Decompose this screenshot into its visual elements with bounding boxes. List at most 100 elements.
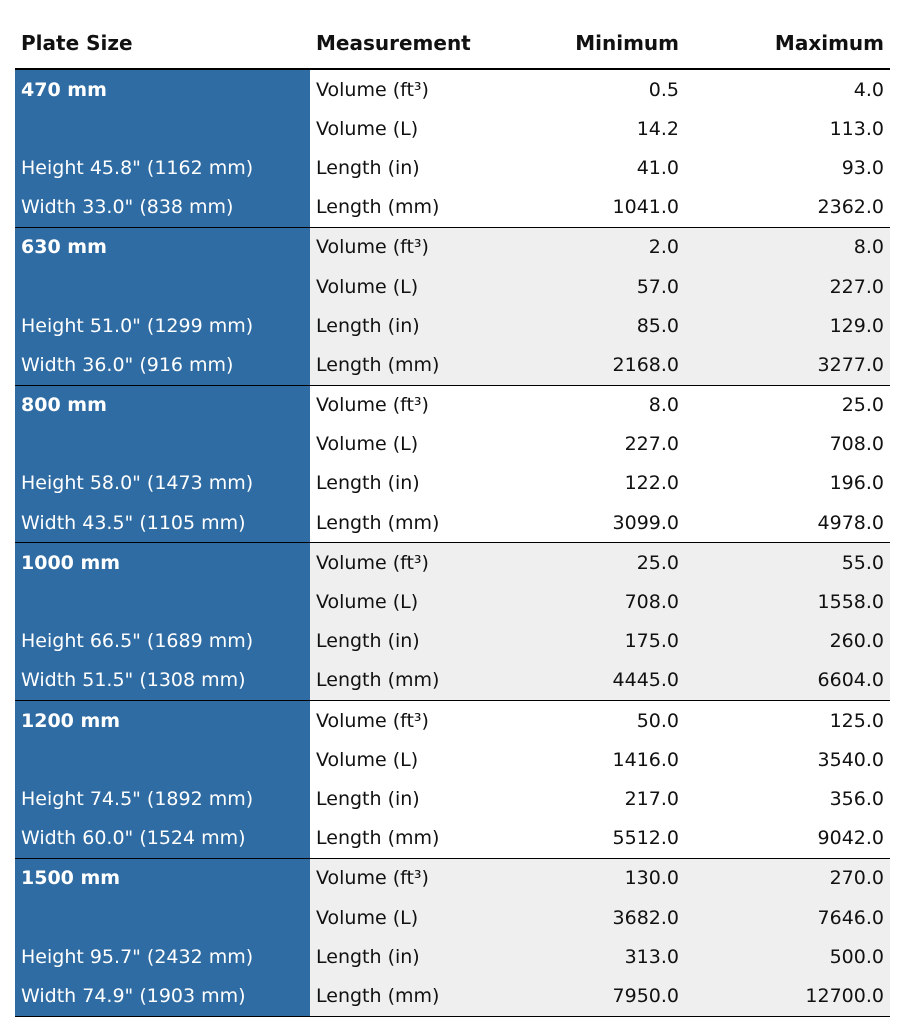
minimum-cell: 3099.0 [485,503,685,544]
table-row: Volume (L) 14.2 113.0 [15,109,890,149]
plate-cell: 1000 mm [15,542,310,583]
maximum-cell: 8.0 [685,226,890,267]
measurement-cell: Length (in) [310,621,485,661]
measurement-cell: Volume (ft³) [310,857,485,898]
maximum-cell: 4978.0 [685,503,890,544]
header-cell: Plate Size [15,18,310,70]
maximum-cell: 7646.0 [685,897,890,938]
minimum-cell: 57.0 [485,266,685,307]
minimum-cell: 85.0 [485,306,685,346]
plate-cell: Width 36.0" (916 mm) [15,345,310,386]
maximum-cell: 3277.0 [685,345,890,386]
minimum-cell: 41.0 [636,156,679,179]
table-row: Volume (L) 3682.0 7646.0 [15,897,890,938]
plate-cell-empty [15,582,310,622]
table-row: 1500 mm Volume (ft³) 130.0 270.0 [15,857,890,898]
minimum-cell: 8.0 [485,384,685,425]
table-row: Width 60.0" (1524 mm) Length (mm) 5512.0 90… [15,818,890,859]
measurement-cell: Length (mm) [310,976,485,1017]
maximum-cell: 113.0 [829,117,884,140]
maximum-cell: 129.0 [685,306,890,346]
table-row: 1000 mm Volume (ft³) 25.0 55.0 [15,542,890,583]
maximum-cell: 6604.0 [685,660,890,701]
plate-cell: Width 43.5" (1105 mm) [15,503,310,544]
measurement-cell: Length (in) [310,306,485,346]
table-row: Width 74.9" (1903 mm) Length (mm) 7950.0 12… [15,976,890,1017]
minimum-cell: 5512.0 [485,818,685,859]
minimum-cell: 25.0 [485,542,685,583]
maximum-cell: 93.0 [841,156,884,179]
minimum-cell: 175.0 [485,621,685,661]
table-row: Volume (L) 227.0 708.0 [15,424,890,464]
measurement-cell: Length (mm) [310,660,485,701]
table-header: Plate Size Measurement Minimum Maximum [15,18,890,70]
plate-cell: Height 51.0" (1299 mm) [15,306,310,346]
measurement-cell: Volume (L) [310,582,485,622]
table-row: Width 36.0" (916 mm) Length (mm) 2168.0 327… [15,345,890,386]
measurement-cell: Volume (L) [316,117,419,140]
measurement-cell: Volume (ft³) [310,226,485,267]
table-row: 1200 mm Volume (ft³) 50.0 125.0 [15,700,890,741]
plate-cell-empty [15,424,310,464]
maximum-cell: 227.0 [685,266,890,307]
table-row: Width 33.0" (838 mm) Length (mm) 1041.0 236… [15,187,890,228]
measurement-cell: Length (in) [316,472,420,495]
minimum-cell: 217.0 [624,787,679,810]
header-cell: Measurement [310,18,485,70]
minimum-cell: 130.0 [485,857,685,898]
plate-cell: Width 74.9" (1903 mm) [15,976,310,1017]
plate-cell-empty [15,897,310,938]
table-row: Volume (L) 708.0 1558.0 [15,582,890,622]
minimum-cell: 50.0 [485,700,685,741]
maximum-cell: 2362.0 [685,187,890,228]
measurement-cell: Volume (ft³) [310,68,485,110]
maximum-cell: 356.0 [829,787,884,810]
plate-table: Plate Size Measurement Minimum Maximum 4… [15,18,890,1017]
measurement-cell: Length (in) [310,937,485,977]
table-row: Height 66.5" (1689 mm) Length (in) 175.0 26… [15,621,890,661]
maximum-cell: 3540.0 [817,748,884,771]
table-body: 470 mm Volume (ft³) 0.5 4.0 Volume (L) 14.2 11… [15,68,890,1017]
plate-cell: Height 95.7" (2432 mm) [15,937,310,977]
maximum-cell: 4.0 [685,68,890,110]
plate-cell: Height 74.5" (1892 mm) [15,779,310,819]
table-row: Volume (L) 57.0 227.0 [15,266,890,307]
minimum-cell: 4445.0 [485,660,685,701]
plate-cell: Width 33.0" (838 mm) [15,187,310,228]
header-cell: Maximum [685,18,890,70]
minimum-cell: 708.0 [485,582,685,622]
maximum-cell: 55.0 [685,542,890,583]
measurement-cell: Volume (ft³) [310,542,485,583]
minimum-cell: 2168.0 [485,345,685,386]
measurement-cell: Volume (L) [310,266,485,307]
measurement-cell: Volume (L) [310,897,485,938]
plate-cell-empty [15,266,310,307]
maximum-cell: 12700.0 [685,976,890,1017]
measurement-cell: Volume (L) [316,433,419,456]
table-row: Height 95.7" (2432 mm) Length (in) 313.0 50… [15,937,890,977]
plate-cell: 630 mm [15,226,310,267]
minimum-cell: 14.2 [636,117,679,140]
plate-cell: 800 mm [15,384,310,425]
plate-cell-empty [15,740,310,780]
plate-cell: 470 mm [15,68,310,110]
table-row: 630 mm Volume (ft³) 2.0 8.0 [15,226,890,267]
measurement-cell: Length (in) [316,156,420,179]
plate-cell: Height 66.5" (1689 mm) [15,621,310,661]
table-row: Width 51.5" (1308 mm) Length (mm) 4445.0 66… [15,660,890,701]
measurement-cell: Length (in) [316,787,420,810]
measurement-cell: Length (mm) [310,187,485,228]
plate-cell: Width 51.5" (1308 mm) [15,660,310,701]
table-row: Height 51.0" (1299 mm) Length (in) 85.0 129… [15,306,890,346]
plate-cell: 1500 mm [15,857,310,898]
minimum-cell: 2.0 [485,226,685,267]
plate-cell: 1200 mm [15,700,310,741]
maximum-cell: 500.0 [685,937,890,977]
measurement-cell: Volume (ft³) [310,384,485,425]
table-row: Height 58.0" (1473 mm) Length (in) 122.0 19… [15,463,890,504]
table-row: Height 45.8" (1162 mm) Length (in) 41.0 93.… [15,148,890,188]
maximum-cell: 25.0 [685,384,890,425]
maximum-cell: 125.0 [685,700,890,741]
plate-cell-empty [15,109,310,149]
maximum-cell: 9042.0 [685,818,890,859]
